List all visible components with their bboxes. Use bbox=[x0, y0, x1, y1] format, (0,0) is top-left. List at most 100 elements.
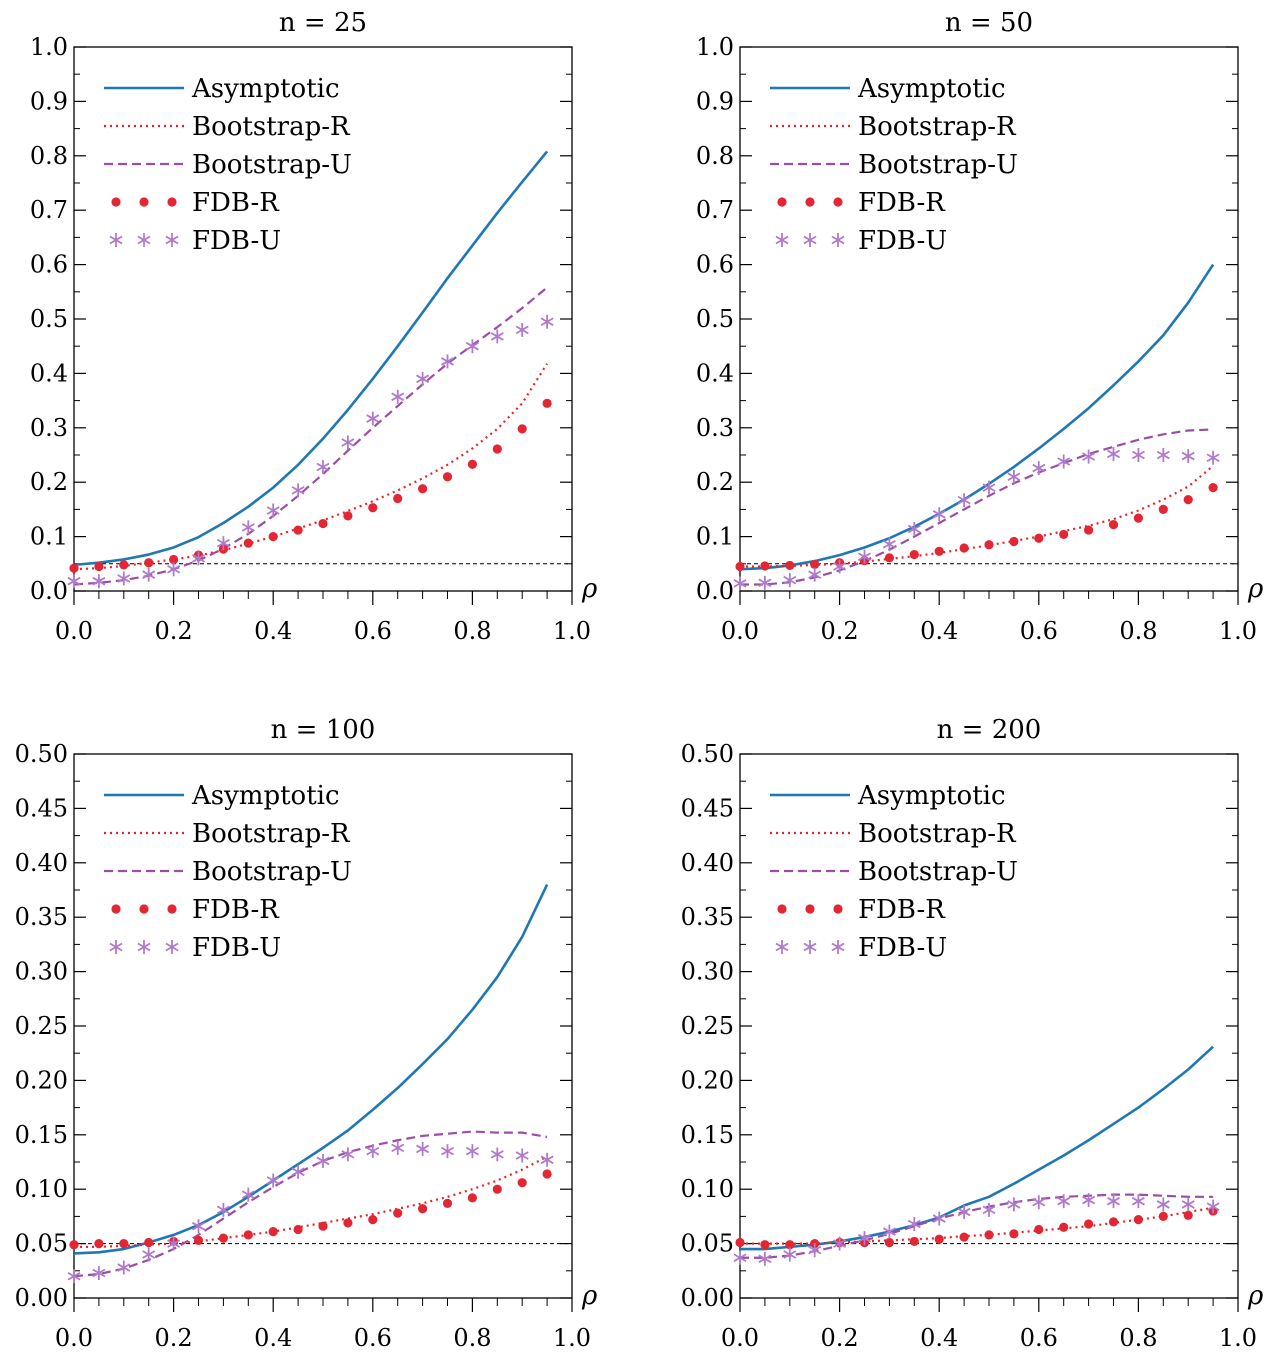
data-point bbox=[243, 1230, 253, 1240]
data-point bbox=[391, 389, 405, 404]
data-point bbox=[92, 1265, 106, 1280]
data-point bbox=[1183, 1210, 1193, 1220]
star-stroke bbox=[1131, 450, 1145, 460]
star-stroke bbox=[540, 317, 554, 326]
star-stroke bbox=[1181, 451, 1195, 461]
data-point bbox=[909, 549, 919, 560]
data-point bbox=[540, 314, 554, 329]
data-point bbox=[932, 1211, 946, 1226]
y-tick-label: 0.8 bbox=[30, 142, 68, 170]
data-point bbox=[1108, 520, 1119, 530]
data-point bbox=[117, 1260, 131, 1275]
series-fdb-u bbox=[733, 1193, 1220, 1266]
data-point bbox=[169, 554, 179, 565]
data-point bbox=[442, 472, 453, 482]
data-point bbox=[542, 1169, 552, 1179]
data-point bbox=[934, 546, 944, 556]
star-stroke bbox=[758, 1254, 772, 1264]
star-stroke bbox=[465, 1146, 479, 1156]
series-fdb-u bbox=[67, 314, 554, 589]
data-point bbox=[218, 1233, 228, 1243]
y-tick-label: 0.05 bbox=[681, 1230, 734, 1258]
legend-label: FDB-R bbox=[858, 188, 946, 218]
star-stroke bbox=[266, 506, 280, 515]
data-point bbox=[1156, 448, 1170, 462]
data-point bbox=[1084, 525, 1094, 535]
data-point bbox=[907, 521, 921, 536]
legend-swatch bbox=[137, 233, 151, 247]
data-point bbox=[733, 1250, 747, 1265]
legend-swatch bbox=[775, 233, 789, 247]
star-stroke bbox=[982, 1205, 996, 1215]
data-point bbox=[959, 543, 969, 553]
x-axis-label: ρ bbox=[1247, 1281, 1264, 1311]
y-tick-label: 0.2 bbox=[30, 468, 68, 496]
star-stroke bbox=[109, 235, 123, 245]
star-stroke bbox=[366, 414, 380, 423]
data-point bbox=[1183, 495, 1193, 505]
legend-swatch bbox=[165, 233, 179, 247]
legend-label: Asymptotic bbox=[857, 781, 1006, 811]
legend: Asymptotic Bootstrap-R Bootstrap-U FDB-R FDB… bbox=[104, 781, 352, 963]
data-point bbox=[191, 551, 206, 566]
star-stroke bbox=[291, 486, 305, 495]
legend-label: Bootstrap-U bbox=[858, 150, 1018, 180]
series-fdb-u bbox=[733, 446, 1220, 591]
legend-swatch bbox=[109, 233, 123, 247]
star-stroke bbox=[515, 1151, 529, 1160]
legend-item: FDB-U bbox=[775, 933, 947, 963]
data-point bbox=[366, 411, 380, 426]
data-point bbox=[191, 1219, 206, 1234]
star-stroke bbox=[67, 1271, 81, 1281]
star-stroke bbox=[1206, 453, 1220, 462]
legend-label: FDB-R bbox=[858, 895, 946, 925]
star-stroke bbox=[803, 942, 817, 952]
series-fdb-r bbox=[69, 1169, 552, 1250]
x-tick-label: 0.8 bbox=[1119, 617, 1157, 645]
legend: Asymptotic Bootstrap-R Bootstrap-U FDB-R FDB… bbox=[104, 74, 352, 256]
data-point bbox=[440, 354, 455, 369]
star-stroke bbox=[1206, 1202, 1220, 1211]
data-point bbox=[1106, 1194, 1121, 1209]
y-tick-label: 0.20 bbox=[15, 1066, 68, 1094]
x-tick-label: 0.0 bbox=[55, 1324, 93, 1352]
star-stroke bbox=[465, 341, 479, 351]
y-tick-label: 0.15 bbox=[681, 1121, 734, 1149]
y-tick-label: 0.40 bbox=[681, 849, 734, 877]
star-stroke bbox=[808, 570, 822, 579]
star-stroke bbox=[932, 510, 946, 519]
legend-swatch bbox=[111, 197, 121, 207]
star-stroke bbox=[831, 235, 845, 245]
legend-item: Bootstrap-R bbox=[770, 819, 1017, 849]
data-point bbox=[1158, 1211, 1168, 1221]
star-stroke bbox=[1057, 1196, 1071, 1206]
data-point bbox=[934, 1234, 944, 1244]
data-point bbox=[783, 573, 797, 588]
data-point bbox=[760, 1240, 770, 1250]
legend-swatch bbox=[139, 197, 149, 207]
data-point bbox=[984, 540, 994, 550]
data-point bbox=[94, 561, 104, 572]
data-point bbox=[1007, 469, 1021, 484]
legend-item: Bootstrap-R bbox=[104, 112, 351, 142]
data-point bbox=[1106, 446, 1121, 461]
data-point bbox=[416, 371, 430, 386]
series-line bbox=[740, 1206, 1214, 1245]
y-tick-label: 0.45 bbox=[681, 794, 734, 822]
legend-label: FDB-U bbox=[858, 933, 947, 963]
star-stroke bbox=[857, 552, 872, 562]
data-point bbox=[366, 1144, 380, 1159]
data-point bbox=[1208, 483, 1218, 493]
data-point bbox=[810, 559, 820, 569]
data-point bbox=[490, 329, 504, 344]
data-point bbox=[318, 1221, 328, 1231]
data-point bbox=[293, 525, 303, 535]
data-point bbox=[1032, 461, 1046, 476]
legend-item: FDB-U bbox=[109, 226, 281, 256]
star-stroke bbox=[391, 392, 405, 402]
data-point bbox=[1084, 1219, 1094, 1229]
x-axis-label: ρ bbox=[581, 574, 598, 604]
star-stroke bbox=[165, 942, 179, 952]
chart-title: n = 25 bbox=[279, 8, 367, 38]
